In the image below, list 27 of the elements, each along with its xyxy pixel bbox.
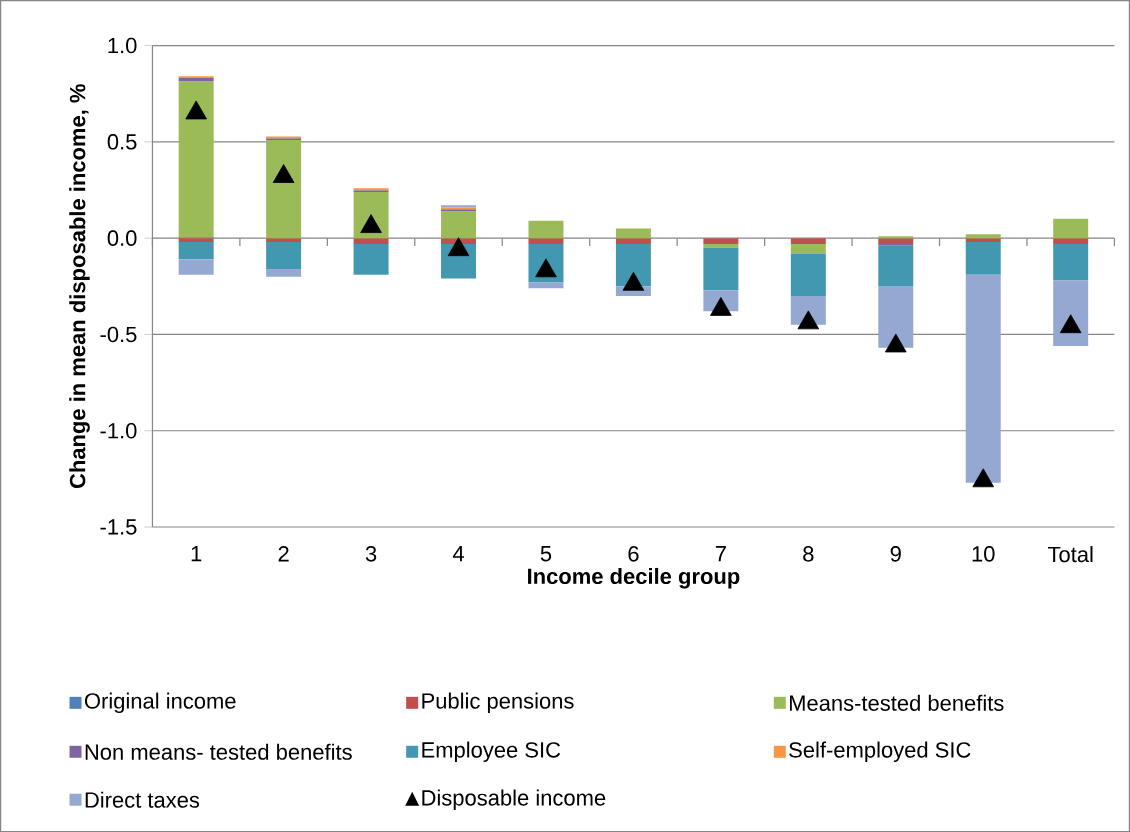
y-axis-title: Change in mean disposable income, % [69,84,90,488]
x-tick-label: 1 [191,545,202,562]
x-tick-label: 2 [278,545,289,562]
x-tick-label: 9 [890,545,901,562]
y-tick-label: 0.5 [107,133,137,150]
legend-label: Non means- tested benefits [85,743,352,760]
y-tick-label: -1.5 [100,519,137,535]
x-tick-label: Total [1047,545,1093,563]
x-axis-title: Income decile group [528,567,740,589]
x-tick-label: 8 [803,545,814,562]
x-tick-label: 10 [972,545,995,562]
y-tick-label: 1.0 [108,37,137,54]
legend-label: Direct taxes [85,791,200,808]
legend-label: Employee SIC [422,741,561,762]
x-tick-label: 4 [452,545,464,562]
legend-label: Means-tested benefits [789,694,1004,711]
x-tick-label: 5 [540,545,552,562]
legend-label: Public pensions [422,692,574,713]
x-tick-label: 7 [715,545,726,562]
x-tick-label: 3 [365,545,377,562]
x-tick-label: 6 [628,545,639,562]
y-tick-label: -0.5 [100,326,137,343]
legend-label: Disposable income [422,789,606,810]
legend-label: Self-employed SIC [789,741,971,762]
y-tick-label: -1.0 [100,422,137,439]
y-tick-label: 0.0 [107,230,137,246]
legend-label: Original income [84,692,236,713]
